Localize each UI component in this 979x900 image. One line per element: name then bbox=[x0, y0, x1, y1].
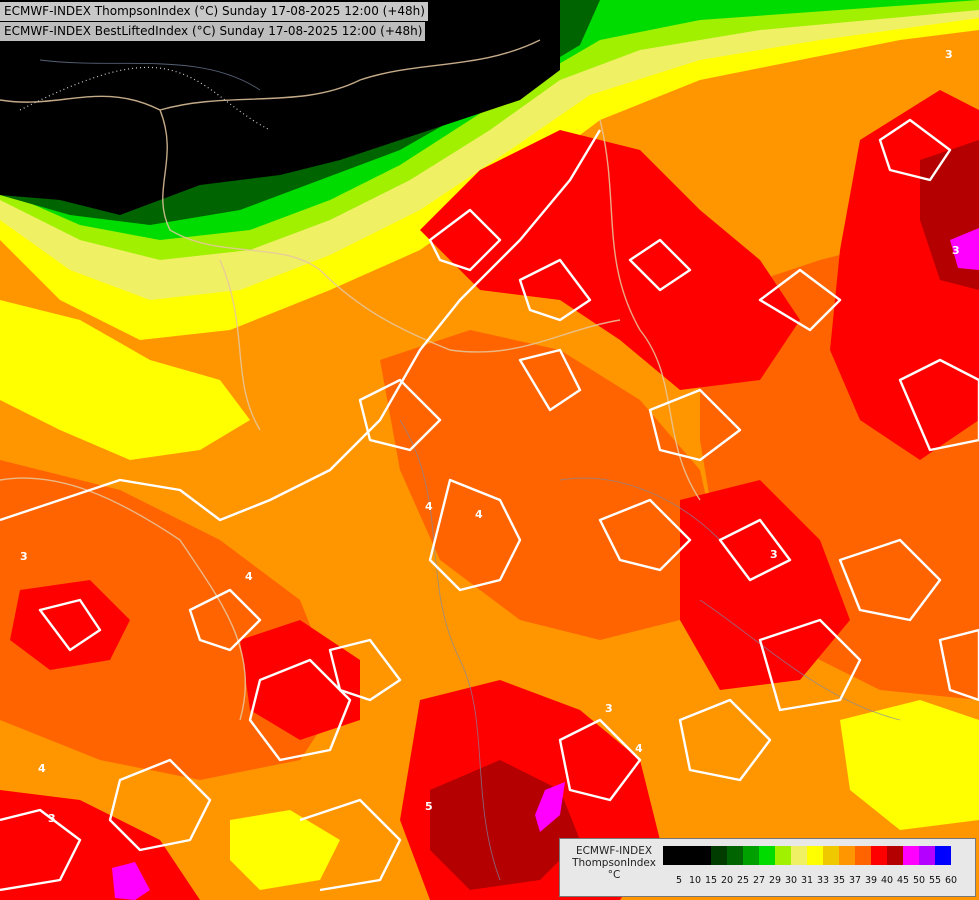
legend-label: 27 bbox=[752, 875, 766, 886]
legend-title-line: ECMWF-INDEX bbox=[575, 845, 653, 857]
legend-swatch bbox=[839, 846, 855, 865]
legend-label: 40 bbox=[880, 875, 894, 886]
legend-swatch bbox=[935, 846, 951, 865]
contour-label: 5 bbox=[425, 800, 433, 813]
legend-label: 45 bbox=[896, 875, 910, 886]
contour-label: 3 bbox=[952, 244, 960, 257]
legend-swatch bbox=[695, 846, 711, 865]
legend-label: 55 bbox=[928, 875, 942, 886]
field-red-east bbox=[680, 480, 850, 690]
legend-swatch bbox=[743, 846, 759, 865]
legend-swatch bbox=[663, 846, 679, 865]
field-yellow-sw bbox=[230, 810, 340, 890]
contour-label: 3 bbox=[605, 702, 613, 715]
legend-label: 20 bbox=[720, 875, 734, 886]
legend-label: 39 bbox=[864, 875, 878, 886]
color-legend: ECMWF-INDEX ThompsonIndex °C 5 10 15 20 25 27… bbox=[559, 838, 976, 897]
legend-swatch bbox=[887, 846, 903, 865]
legend-unit: °C bbox=[607, 869, 621, 881]
legend-label: 10 bbox=[688, 875, 702, 886]
legend-label: 15 bbox=[704, 875, 718, 886]
country-borders bbox=[0, 39, 701, 721]
field-red-west bbox=[10, 580, 130, 670]
legend-label: 29 bbox=[768, 875, 782, 886]
legend-label: 5 bbox=[675, 875, 683, 886]
legend-label: 31 bbox=[800, 875, 814, 886]
contour-label: 4 bbox=[425, 500, 433, 513]
field-magenta-ne bbox=[950, 228, 979, 270]
legend-swatch bbox=[919, 846, 935, 865]
field-darkred-south bbox=[430, 760, 580, 890]
contour-label: 3 bbox=[20, 550, 28, 563]
contour-label: 3 bbox=[770, 548, 778, 561]
contour-value-labels: 3 4 4 4 3 3 4 5 3 4 3 3 bbox=[20, 48, 960, 825]
legend-swatch bbox=[759, 846, 775, 865]
field-black-region bbox=[0, 0, 560, 215]
legend-swatch bbox=[823, 846, 839, 865]
contour-label: 4 bbox=[635, 742, 643, 755]
legend-label: 35 bbox=[832, 875, 846, 886]
legend-label: 60 bbox=[944, 875, 958, 886]
lifted-index-contours bbox=[0, 118, 979, 892]
legend-swatch bbox=[807, 846, 823, 865]
legend-title: ECMWF-INDEX ThompsonIndex °C bbox=[566, 845, 662, 881]
legend-swatch bbox=[727, 846, 743, 865]
legend-label: 50 bbox=[912, 875, 926, 886]
legend-label: 37 bbox=[848, 875, 862, 886]
legend-swatches bbox=[663, 846, 951, 865]
field-darkorange-center bbox=[380, 330, 720, 640]
map-title-line-1: ECMWF-INDEX ThompsonIndex (°C) Sunday 17… bbox=[0, 2, 428, 21]
legend-swatch bbox=[711, 846, 727, 865]
field-magenta-south bbox=[535, 782, 565, 832]
contour-label: 3 bbox=[48, 812, 56, 825]
legend-title-line: ThompsonIndex bbox=[572, 857, 656, 869]
contour-label: 4 bbox=[245, 570, 253, 583]
contour-label: 4 bbox=[475, 508, 483, 521]
legend-label: 30 bbox=[784, 875, 798, 886]
contour-label: 3 bbox=[945, 48, 953, 61]
field-red-north bbox=[420, 130, 800, 390]
legend-swatch bbox=[855, 846, 871, 865]
region-borders bbox=[39, 59, 901, 881]
legend-swatch bbox=[903, 846, 919, 865]
legend-swatch bbox=[775, 846, 791, 865]
legend-label: 25 bbox=[736, 875, 750, 886]
legend-label: 33 bbox=[816, 875, 830, 886]
field-yellow-west bbox=[0, 300, 250, 460]
field-magenta-sw bbox=[112, 862, 150, 900]
legend-swatch bbox=[791, 846, 807, 865]
legend-labels: 5 10 15 20 25 27 29 30 31 33 35 37 39 40 45 50 55 60 bbox=[663, 875, 979, 887]
contour-label: 4 bbox=[38, 762, 46, 775]
legend-swatch bbox=[679, 846, 695, 865]
legend-swatch bbox=[871, 846, 887, 865]
field-yellow-east bbox=[840, 700, 979, 830]
map-title-line-2: ECMWF-INDEX BestLiftedIndex (°C) Sunday … bbox=[0, 22, 426, 41]
